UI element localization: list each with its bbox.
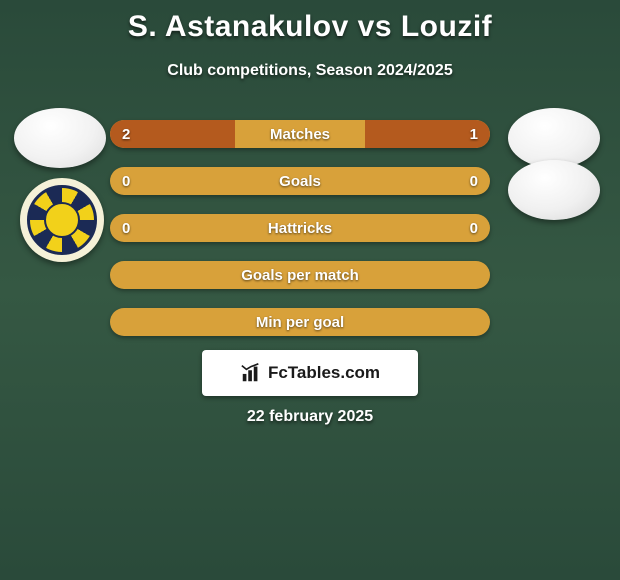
- stat-label: Min per goal: [256, 314, 344, 331]
- stat-row-matches: 2 Matches 1: [110, 120, 490, 148]
- stat-value-left: 0: [122, 220, 130, 237]
- stat-value-right: 0: [470, 220, 478, 237]
- stat-label: Goals per match: [241, 267, 359, 284]
- player-left-club-badge: [20, 178, 104, 262]
- stat-value-left: 0: [122, 173, 130, 190]
- player-left-avatar: [14, 108, 106, 168]
- club-badge-center: [44, 202, 80, 238]
- stat-label: Goals: [279, 173, 321, 190]
- stat-label: Matches: [270, 126, 330, 143]
- page-title: S. Astanakulov vs Louzif: [0, 0, 620, 44]
- stat-row-goals: 0 Goals 0: [110, 167, 490, 195]
- player-right-avatar: [508, 108, 600, 168]
- stat-row-min-per-goal: Min per goal: [110, 308, 490, 336]
- stat-value-left: 2: [122, 126, 130, 143]
- stat-label: Hattricks: [268, 220, 332, 237]
- bar-chart-icon: [240, 362, 262, 384]
- brand-box: FcTables.com: [202, 350, 418, 396]
- stat-value-right: 1: [470, 126, 478, 143]
- stat-row-hattricks: 0 Hattricks 0: [110, 214, 490, 242]
- brand-text: FcTables.com: [268, 363, 380, 383]
- stats-bars: 2 Matches 1 0 Goals 0 0 Hattricks 0 Goal…: [110, 120, 490, 336]
- player-right-club-placeholder: [508, 160, 600, 220]
- club-badge-stripes: [27, 185, 97, 255]
- stat-value-right: 0: [470, 173, 478, 190]
- stat-row-goals-per-match: Goals per match: [110, 261, 490, 289]
- date-label: 22 february 2025: [0, 408, 620, 426]
- page-subtitle: Club competitions, Season 2024/2025: [0, 62, 620, 80]
